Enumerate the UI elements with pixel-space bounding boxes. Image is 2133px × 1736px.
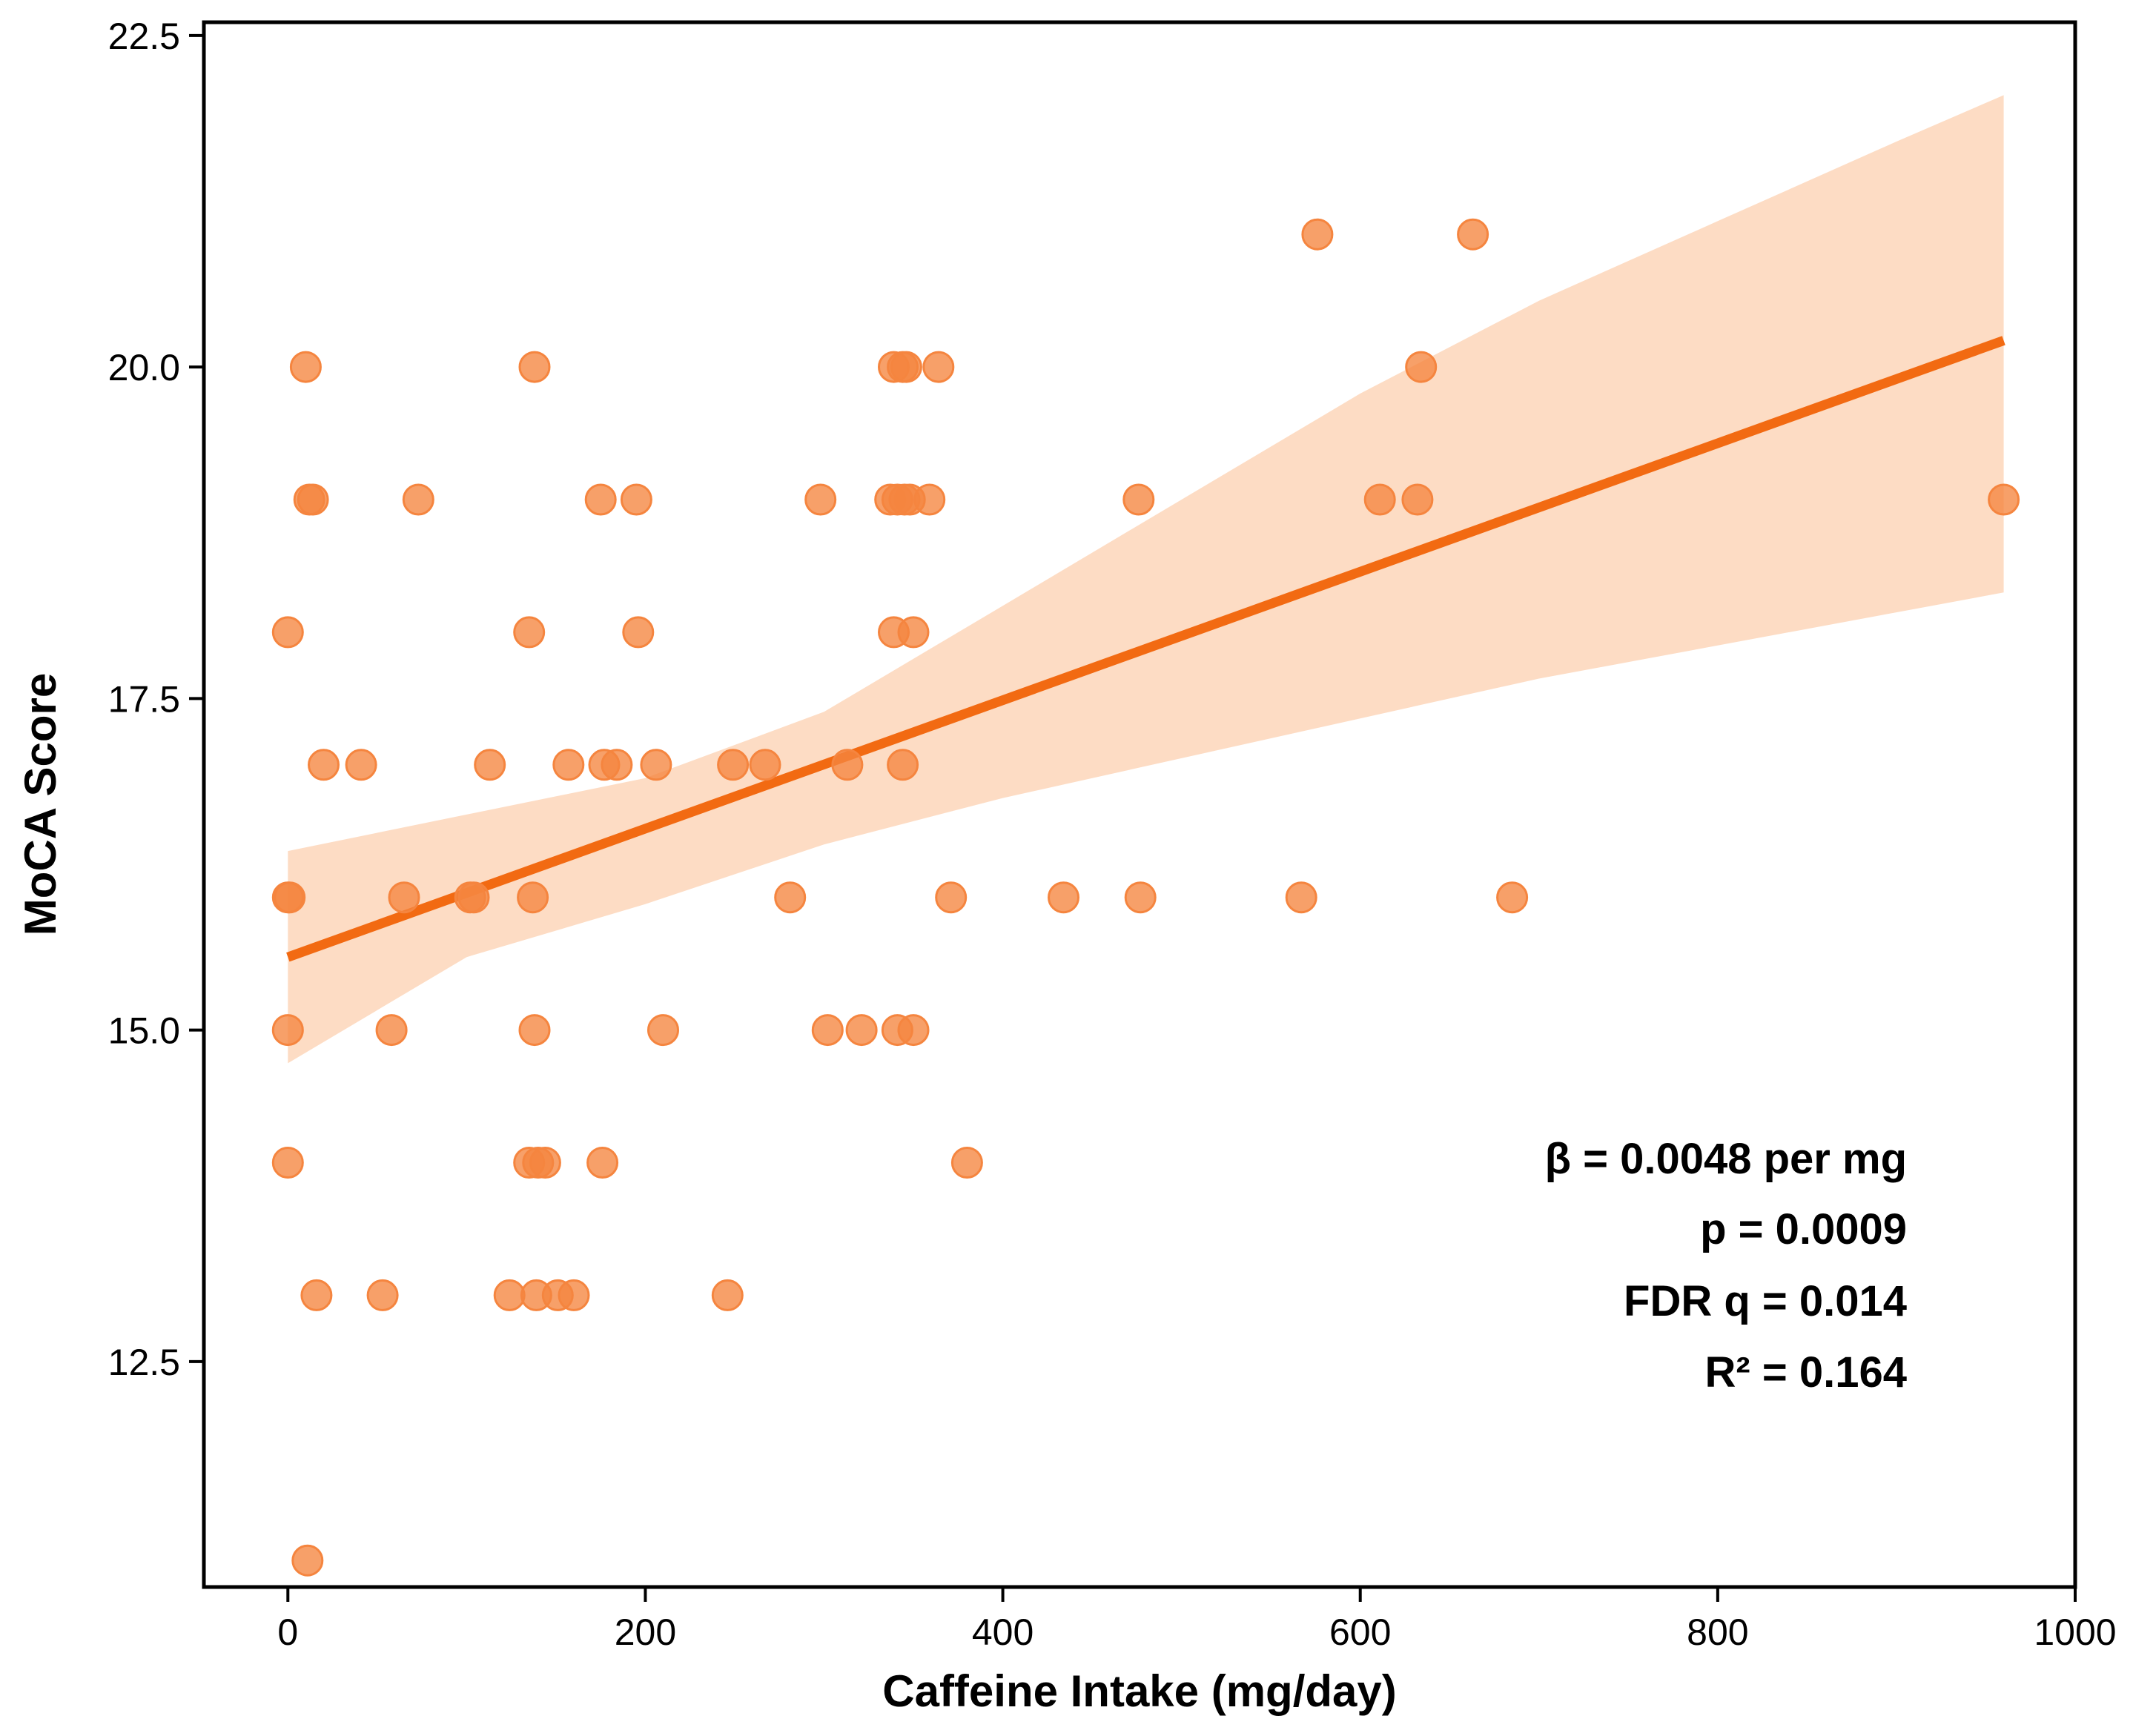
data-point	[887, 749, 919, 781]
data-point	[1496, 881, 1529, 914]
confidence-band	[288, 95, 2004, 1064]
data-point	[289, 351, 322, 383]
data-point	[749, 749, 781, 781]
data-point	[402, 483, 434, 516]
annotation-p-value: p = 0.0009	[1700, 1205, 1907, 1253]
data-point	[640, 749, 672, 781]
data-point	[897, 616, 930, 649]
data-point	[601, 749, 633, 781]
y-axis: 12.5 15.0 17.5 20.0 22.5	[108, 16, 204, 1383]
data-point	[457, 881, 490, 914]
data-point	[308, 749, 340, 781]
data-point	[513, 616, 546, 649]
data-point	[1401, 483, 1434, 516]
x-tick-label: 1000	[2034, 1611, 2116, 1653]
data-point	[558, 1279, 590, 1311]
confidence-band-layer	[288, 95, 2004, 1064]
data-point	[552, 749, 585, 781]
data-point	[950, 1147, 983, 1179]
data-point	[291, 1544, 324, 1577]
data-point	[647, 1014, 679, 1047]
data-point	[388, 881, 420, 914]
y-tick-label: 17.5	[108, 678, 180, 720]
data-point	[518, 1014, 551, 1047]
annotation-beta: β = 0.0048 per mg	[1545, 1135, 1907, 1183]
data-point	[493, 1279, 526, 1311]
plot-frame	[202, 20, 2077, 1589]
y-tick-label: 15.0	[108, 1010, 180, 1052]
y-axis-title: MoCA Score	[16, 673, 65, 936]
data-point	[913, 483, 946, 516]
data-point	[300, 1279, 333, 1311]
data-point	[1988, 483, 2020, 516]
data-point	[1457, 218, 1489, 251]
data-point	[1363, 483, 1396, 516]
data-point	[271, 1014, 304, 1047]
data-point	[366, 1279, 399, 1311]
data-point	[474, 749, 506, 781]
data-point	[774, 881, 807, 914]
data-point	[711, 1279, 744, 1311]
x-axis-title: Caffeine Intake (mg/day)	[882, 1666, 1397, 1716]
data-point	[517, 881, 549, 914]
data-point	[518, 351, 551, 383]
data-point	[274, 881, 306, 914]
data-point	[845, 1014, 878, 1047]
x-tick-label: 800	[1687, 1611, 1748, 1653]
x-axis: 0 200 400 600 800 1000	[277, 1587, 2117, 1653]
data-point	[811, 1014, 844, 1047]
data-point	[586, 1147, 619, 1179]
data-point	[271, 616, 304, 649]
data-point	[584, 483, 617, 516]
annotation-fdr-q: FDR q = 0.014	[1624, 1277, 1907, 1325]
y-tick-label: 12.5	[108, 1342, 180, 1383]
data-point	[804, 483, 837, 516]
data-point	[529, 1147, 561, 1179]
data-point	[1301, 218, 1334, 251]
regression-line-layer	[286, 336, 2005, 962]
data-points-layer	[271, 218, 2020, 1577]
x-tick-label: 600	[1329, 1611, 1391, 1653]
data-point	[1048, 881, 1079, 914]
data-point	[345, 749, 377, 781]
data-point	[935, 881, 968, 914]
x-tick-label: 200	[615, 1611, 676, 1653]
data-point	[622, 616, 655, 649]
regression-line	[286, 336, 2005, 962]
annotation-r-squared: R² = 0.164	[1705, 1348, 1907, 1397]
data-point	[271, 1147, 304, 1179]
data-point	[1405, 351, 1438, 383]
x-tick-label: 400	[972, 1611, 1034, 1653]
data-point	[831, 749, 864, 781]
data-point	[1285, 881, 1317, 914]
data-point	[620, 483, 652, 516]
data-point	[897, 1014, 930, 1047]
data-point	[922, 351, 955, 383]
y-tick-label: 22.5	[108, 16, 180, 57]
data-point	[1124, 881, 1157, 914]
data-point	[297, 483, 329, 516]
data-point	[375, 1014, 408, 1047]
data-point	[890, 351, 922, 383]
y-tick-label: 20.0	[108, 347, 180, 388]
stats-annotation: β = 0.0048 per mg p = 0.0009 FDR q = 0.0…	[1545, 1135, 1907, 1397]
data-point	[717, 749, 750, 781]
x-tick-label: 0	[277, 1611, 298, 1653]
data-point	[1122, 483, 1155, 516]
